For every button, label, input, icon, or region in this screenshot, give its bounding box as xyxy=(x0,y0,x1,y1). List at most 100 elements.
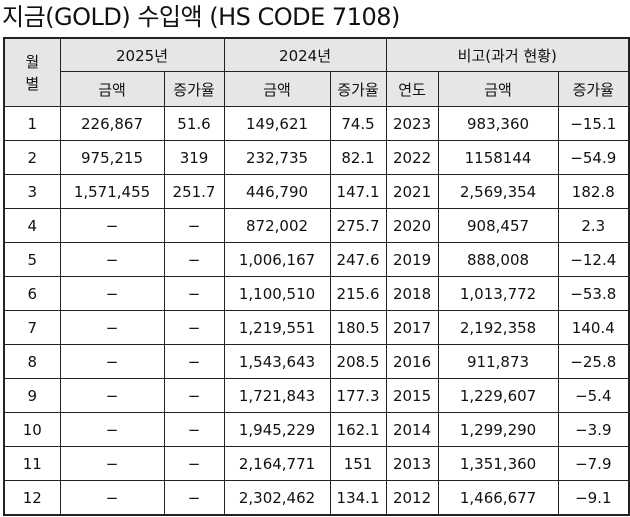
amount-past-cell: 1,351,360 xyxy=(437,446,559,481)
growth-2025-cell: − xyxy=(163,208,225,243)
amount-2024-cell: 2,164,771 xyxy=(223,446,331,481)
growth-past-cell: −12.4 xyxy=(557,242,630,277)
growth-2025-cell: − xyxy=(163,242,225,277)
growth-2024-cell: 82.1 xyxy=(329,140,387,175)
growth-2025-header: 증가율 xyxy=(163,71,225,107)
growth-past-cell: −3.9 xyxy=(557,412,630,447)
amount-past-cell: 1,229,607 xyxy=(437,378,559,413)
amount-2025-header: 금액 xyxy=(59,71,165,107)
month-cell: 5 xyxy=(3,242,61,277)
month-cell: 3 xyxy=(3,174,61,209)
growth-past-cell: −9.1 xyxy=(557,480,630,516)
growth-2024-cell: 208.5 xyxy=(329,344,387,379)
table-row: 5− −1,006,167 247.6 2019 888,008 −12.4 xyxy=(3,242,630,277)
month-cell: 7 xyxy=(3,310,61,345)
year-2024-header: 2024년 xyxy=(223,37,387,72)
year-cell: 2016 xyxy=(385,344,439,379)
table-row: 2 975,215 319 232,735 82.1 2022 1158144 −54.9 xyxy=(3,140,630,175)
amount-2025-cell: − xyxy=(59,480,165,516)
growth-past-cell: 140.4 xyxy=(557,310,630,345)
growth-2024-cell: 180.5 xyxy=(329,310,387,345)
table-row: 4− −872,002 275.7 2020 908,457 2.3 xyxy=(3,208,630,243)
month-cell: 1 xyxy=(3,106,61,141)
amount-2024-cell: 1,006,167 xyxy=(223,242,331,277)
growth-past-cell: −5.4 xyxy=(557,378,630,413)
year-cell: 2022 xyxy=(385,140,439,175)
amount-past-cell: 911,873 xyxy=(437,344,559,379)
growth-2025-cell: − xyxy=(163,412,225,447)
table-row: 1 226,867 51.6 149,621 74.5 2023 983,360 −15.1 xyxy=(3,106,630,141)
amount-2024-header: 금액 xyxy=(223,71,331,107)
growth-past-cell: −54.9 xyxy=(557,140,630,175)
growth-2024-cell: 215.6 xyxy=(329,276,387,311)
month-cell: 6 xyxy=(3,276,61,311)
table-row: 6− −1,100,510 215.6 2018 1,013,772 −53.8 xyxy=(3,276,630,311)
amount-past-cell: 888,008 xyxy=(437,242,559,277)
growth-2025-cell: − xyxy=(163,480,225,516)
year-cell: 2014 xyxy=(385,412,439,447)
month-cell: 2 xyxy=(3,140,61,175)
month-cell: 11 xyxy=(3,446,61,481)
year-cell: 2019 xyxy=(385,242,439,277)
month-cell: 9 xyxy=(3,378,61,413)
growth-2025-cell: − xyxy=(163,310,225,345)
year-cell: 2012 xyxy=(385,480,439,516)
amount-past-cell: 2,569,354 xyxy=(437,174,559,209)
year-cell: 2021 xyxy=(385,174,439,209)
amount-2024-cell: 1,945,229 xyxy=(223,412,331,447)
amount-past-cell: 1,466,677 xyxy=(437,480,559,516)
amount-2024-cell: 446,790 xyxy=(223,174,331,209)
amount-2024-cell: 1,721,843 xyxy=(223,378,331,413)
growth-2025-cell: − xyxy=(163,344,225,379)
table-row: 10− −1,945,229 162.1 2014 1,299,290 −3.9 xyxy=(3,412,630,447)
amount-2025-cell: − xyxy=(59,412,165,447)
growth-past-cell: −7.9 xyxy=(557,446,630,481)
year-header: 연도 xyxy=(385,71,439,107)
year-cell: 2013 xyxy=(385,446,439,481)
growth-2025-cell: − xyxy=(163,378,225,413)
amount-2025-cell: − xyxy=(59,310,165,345)
amount-past-cell: 983,360 xyxy=(437,106,559,141)
table-row: 8− −1,543,643 208.5 2016 911,873 −25.8 xyxy=(3,344,630,379)
amount-2025-cell: − xyxy=(59,378,165,413)
month-cell: 10 xyxy=(3,412,61,447)
amount-2025-cell: − xyxy=(59,344,165,379)
compare-header: 비고(과거 현황) xyxy=(385,37,630,72)
amount-2025-cell: − xyxy=(59,208,165,243)
table-row: 3 1,571,455 251.7 446,790 147.1 2021 2,569,354… xyxy=(3,174,630,209)
amount-2025-cell: − xyxy=(59,446,165,481)
amount-2024-cell: 1,100,510 xyxy=(223,276,331,311)
amount-2025-cell: − xyxy=(59,242,165,277)
year-cell: 2017 xyxy=(385,310,439,345)
amount-2024-cell: 149,621 xyxy=(223,106,331,141)
amount-past-header: 금액 xyxy=(437,71,559,107)
month-cell: 8 xyxy=(3,344,61,379)
amount-2024-cell: 872,002 xyxy=(223,208,331,243)
amount-past-cell: 1,013,772 xyxy=(437,276,559,311)
amount-2025-cell: 975,215 xyxy=(59,140,165,175)
year-2025-header: 2025년 xyxy=(59,37,225,72)
month-cell: 4 xyxy=(3,208,61,243)
amount-past-cell: 1,299,290 xyxy=(437,412,559,447)
amount-2024-cell: 232,735 xyxy=(223,140,331,175)
growth-2025-cell: − xyxy=(163,276,225,311)
amount-past-cell: 1158144 xyxy=(437,140,559,175)
year-cell: 2023 xyxy=(385,106,439,141)
growth-2025-cell: 319 xyxy=(163,140,225,175)
amount-2025-cell: − xyxy=(59,276,165,311)
growth-2024-cell: 177.3 xyxy=(329,378,387,413)
page-title: 지금(GOLD) 수입액 (HS CODE 7108) xyxy=(2,3,400,31)
growth-past-cell: −53.8 xyxy=(557,276,630,311)
year-cell: 2015 xyxy=(385,378,439,413)
growth-2024-cell: 74.5 xyxy=(329,106,387,141)
year-cell: 2020 xyxy=(385,208,439,243)
amount-2025-cell: 226,867 xyxy=(59,106,165,141)
growth-past-cell: −15.1 xyxy=(557,106,630,141)
growth-2024-cell: 147.1 xyxy=(329,174,387,209)
growth-2025-cell: 251.7 xyxy=(163,174,225,209)
table-row: 9− −1,721,843 177.3 2015 1,229,607 −5.4 xyxy=(3,378,630,413)
growth-past-header: 증가율 xyxy=(557,71,630,107)
amount-past-cell: 2,192,358 xyxy=(437,310,559,345)
